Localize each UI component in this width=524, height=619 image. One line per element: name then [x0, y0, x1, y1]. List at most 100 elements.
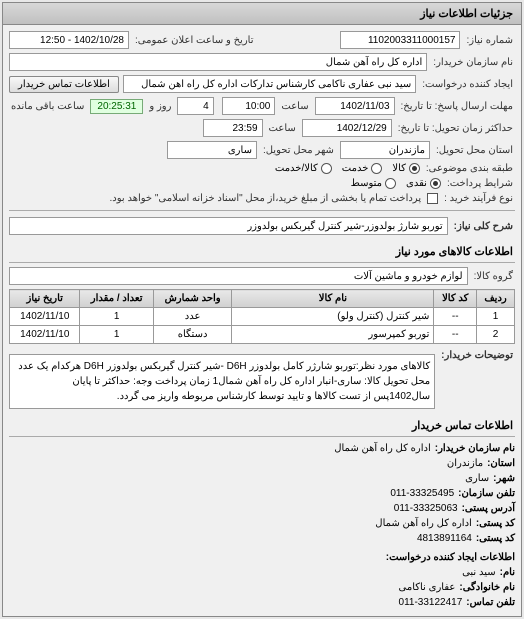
label-contact-phone: تلفن تماس:: [466, 597, 515, 608]
cell-name: شیر کنترل (کنترل ولو): [232, 308, 434, 326]
cell-unit: عدد: [153, 308, 232, 326]
field-creator: سید نبی عفاری ناکامی کارشناس تدارکات ادا…: [123, 75, 416, 93]
value-postal-address: 011-33325063: [394, 503, 458, 514]
row-creator: ایجاد کننده درخواست: سید نبی عفاری ناکام…: [9, 75, 515, 93]
buyer-contact-button[interactable]: اطلاعات تماس خریدار: [9, 76, 119, 93]
value-contact-phone: 011-33122417: [399, 597, 463, 608]
field-goods-group: لوازم خودرو و ماشین آلات: [9, 267, 468, 285]
goods-table: ردیف کد کالا نام کالا واحد شمارش تعداد /…: [9, 289, 515, 344]
row-delivery-loc: استان محل تحویل: مازندران شهر محل تحویل:…: [9, 141, 515, 159]
label-announce-datetime: تاریخ و ساعت اعلان عمومی:: [133, 35, 256, 46]
goods-info-title: اطلاعات کالاهای مورد نیاز: [9, 241, 515, 263]
row-need-title: شرح کلی نیاز: توربو شارژ بولدوزر-شیر کنت…: [9, 217, 515, 235]
info-postal-phone: تلفن سازمان: 011-33325495: [9, 486, 515, 501]
label-org-name: نام سازمان خریدار:: [435, 443, 515, 454]
creator-info-title: اطلاعات ایجاد کننده درخواست:: [9, 550, 515, 565]
label-name: نام:: [500, 567, 515, 578]
label-family: نام خانوادگی:: [459, 582, 515, 593]
label-buyer-name: نام سازمان خریدار:: [431, 57, 515, 68]
field-announce-datetime: 1402/10/28 - 12:50: [9, 31, 129, 49]
label-request-number: شماره نیاز:: [464, 35, 515, 46]
label-postal-address: آدرس پستی:: [462, 503, 515, 514]
radio-label-med: متوسط: [351, 178, 382, 189]
budget-radio-group: کالا خدمت کالا/خدمت: [275, 163, 420, 174]
budget-radio-khedmat[interactable]: خدمت: [342, 163, 383, 174]
value-org-name: اداره کل راه آهن شمال: [334, 443, 431, 454]
label-delivery-deadline: حداکثر زمان تحویل: تا تاریخ:: [396, 123, 515, 134]
cell-code: --: [434, 308, 477, 326]
value-province: مازندران: [447, 458, 483, 469]
budget-radio-both[interactable]: کالا/خدمت: [275, 163, 332, 174]
cell-name: توربو کمپرسور: [232, 326, 434, 344]
row-goods-group: گروه کالا: لوازم خودرو و ماشین آلات: [9, 267, 515, 285]
payment-radio-cash[interactable]: نقدی: [406, 178, 441, 189]
info-contact-phone: تلفن تماس: 011-33122417: [9, 595, 515, 610]
cell-row: 1: [477, 308, 515, 326]
label-delivery-city: شهر محل تحویل:: [261, 145, 336, 156]
radio-label-cash: نقدی: [406, 178, 427, 189]
row-response-deadline: مهلت ارسال پاسخ: تا تاریخ: 1402/11/03 سا…: [9, 97, 515, 115]
label-time-1: ساعت: [279, 101, 310, 112]
label-payment: شرایط پرداخت:: [445, 178, 515, 189]
cell-date: 1402/11/10: [10, 308, 80, 326]
buyer-contact-title: اطلاعات تماس خریدار: [9, 415, 515, 437]
label-buyer-notes: توضیحات خریدار:: [439, 350, 515, 361]
cell-qty: 1: [80, 308, 153, 326]
field-response-time: 10:00: [222, 97, 276, 115]
row-request-number: شماره نیاز: 1102003311000157 تاریخ و ساع…: [9, 31, 515, 49]
label-process-type: نوع فرآیند خرید :: [442, 193, 515, 204]
info-first-name: نام: سید نبی: [9, 565, 515, 580]
value-postal-code2: 4813891164: [417, 533, 472, 544]
th-qty: تعداد / مقدار: [80, 290, 153, 308]
field-buyer-notes: کالاهای مورد نظر:توربو شارژر کامل بولدوز…: [9, 354, 435, 409]
th-date: تاریخ نیاز: [10, 290, 80, 308]
cell-row: 2: [477, 326, 515, 344]
payment-radio-group: نقدی متوسط: [351, 178, 441, 189]
label-province: استان:: [487, 458, 515, 469]
panel-title: جزئیات اطلاعات نیاز: [3, 3, 521, 25]
radio-icon: [321, 163, 332, 174]
info-family-name: نام خانوادگی: عفاری ناکامی: [9, 580, 515, 595]
row-payment: شرایط پرداخت: نقدی متوسط: [9, 178, 515, 189]
label-time-2: ساعت: [267, 123, 298, 134]
label-postal-phone: تلفن سازمان:: [458, 488, 515, 499]
cell-code: --: [434, 326, 477, 344]
radio-label-both: کالا/خدمت: [275, 163, 318, 174]
countdown-timer: 20:25:31: [90, 99, 143, 114]
field-buyer-name: اداره کل راه آهن شمال: [9, 53, 427, 71]
th-name: نام کالا: [232, 290, 434, 308]
value-first-name: سید نبی: [462, 567, 496, 578]
radio-icon: [371, 163, 382, 174]
field-delivery-city: ساری: [167, 141, 257, 159]
row-delivery-deadline: حداکثر زمان تحویل: تا تاریخ: 1402/12/29 …: [9, 119, 515, 137]
th-row: ردیف: [477, 290, 515, 308]
row-budget-type: طبقه بندی موضوعی: کالا خدمت کالا/خدمت: [9, 163, 515, 174]
field-need-title: توربو شارژ بولدوزر-شیر کنترل گیربکس بولد…: [9, 217, 448, 235]
th-unit: واحد شمارش: [153, 290, 232, 308]
cell-unit: دستگاه: [153, 326, 232, 344]
info-postal-address: آدرس پستی: 011-33325063: [9, 501, 515, 516]
table-header-row: ردیف کد کالا نام کالا واحد شمارش تعداد /…: [10, 290, 515, 308]
label-creator: ایجاد کننده درخواست:: [420, 79, 515, 90]
payment-radio-med[interactable]: متوسط: [351, 178, 396, 189]
label-need-title: شرح کلی نیاز:: [452, 221, 515, 232]
label-goods-group: گروه کالا:: [472, 271, 515, 282]
value-city: ساری: [465, 473, 489, 484]
table-row: 2 -- توربو کمپرسور دستگاه 1 1402/11/10: [10, 326, 515, 344]
radio-label-kala: کالا: [392, 163, 406, 174]
info-city: شهر: ساری: [9, 471, 515, 486]
cell-qty: 1: [80, 326, 153, 344]
info-org-name: نام سازمان خریدار: اداره کل راه آهن شمال: [9, 441, 515, 456]
label-budget-type: طبقه بندی موضوعی:: [424, 163, 515, 174]
label-response-deadline: مهلت ارسال پاسخ: تا تاریخ:: [399, 101, 515, 112]
cell-date: 1402/11/10: [10, 326, 80, 344]
table-row: 1 -- شیر کنترل (کنترل ولو) عدد 1 1402/11…: [10, 308, 515, 326]
value-family-name: عفاری ناکامی: [399, 582, 456, 593]
radio-icon: [385, 178, 396, 189]
field-request-number: 1102003311000157: [340, 31, 460, 49]
row-buyer-notes: توضیحات خریدار: کالاهای مورد نظر:توربو ش…: [9, 350, 515, 409]
row-process-type: نوع فرآیند خرید : پرداخت تمام یا بخشی از…: [9, 193, 515, 204]
process-checkbox[interactable]: [427, 193, 438, 204]
value-postal-phone: 011-33325495: [390, 488, 454, 499]
budget-radio-kala[interactable]: کالا: [392, 163, 420, 174]
